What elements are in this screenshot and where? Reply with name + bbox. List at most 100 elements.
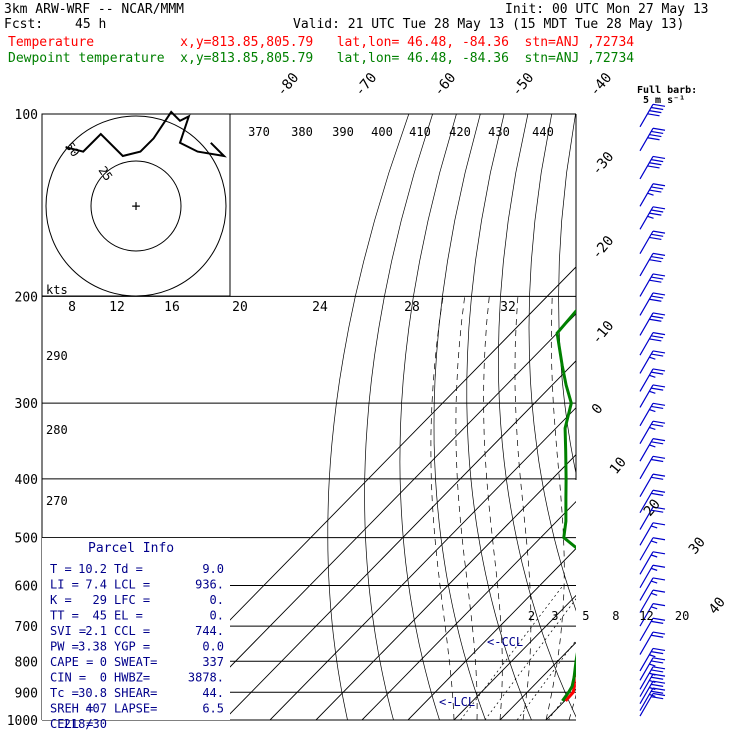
hodograph-ring-50 <box>45 115 227 297</box>
isotherm-line <box>407 547 576 720</box>
pressure-tick-label: 900 <box>15 686 38 701</box>
wind-barb-flag <box>652 522 666 526</box>
parcel-row-label: LCL = <box>114 578 150 592</box>
wind-barb-staff <box>639 456 654 480</box>
wind-barb-flag <box>649 338 662 342</box>
wind-barb-flag <box>652 455 666 459</box>
wind-barb-flag <box>651 458 664 463</box>
isotherm-line <box>499 641 576 720</box>
wind-barb-staff <box>639 657 654 681</box>
wind-barb-flag <box>649 133 662 138</box>
isotherm-label: 30 <box>686 534 709 557</box>
wind-barb <box>639 564 666 589</box>
wind-barb-flag <box>651 634 664 638</box>
wind-barb-flag <box>651 660 664 664</box>
parcel-row-value: 2.1 <box>85 624 107 638</box>
hodograph-ring-25 <box>90 160 182 252</box>
parcel-row-label: CELL = <box>50 717 93 731</box>
parcel-row-value: 45 <box>93 609 107 623</box>
isotherm-label: -50 <box>509 70 538 100</box>
wind-barb-staff <box>639 537 654 561</box>
wind-barb-flag <box>652 438 666 442</box>
wind-barb <box>639 522 666 546</box>
wind-barb-flag <box>651 353 664 357</box>
parcel-row-value: 3.38 <box>78 640 107 654</box>
wind-barb-flag <box>652 692 666 697</box>
speed-axis-label: 8 <box>68 300 76 315</box>
dry-adiabat <box>528 114 576 612</box>
wind-barb <box>639 455 666 480</box>
wind-barb-flag <box>652 489 666 493</box>
parcel-row-value: 10.2 <box>78 562 107 576</box>
temperature-legend: Temperature x,y=813.85,805.79 lat,lon= 4… <box>8 35 635 50</box>
wind-barb-flag <box>647 192 654 196</box>
isotherm-label: 20 <box>641 496 664 519</box>
wind-barb <box>639 206 666 230</box>
wind-barb-flag <box>651 620 664 624</box>
wind-barb-flag <box>652 312 666 316</box>
pressure-tick-label: 300 <box>15 397 38 412</box>
wind-barb-flag <box>652 127 666 131</box>
wind-barb <box>639 230 666 254</box>
isotherm-line <box>592 114 740 720</box>
wind-barb <box>639 420 666 445</box>
speed-axis-label: 32 <box>500 300 516 315</box>
wind-barb-staff <box>639 603 654 627</box>
dry-adiabat <box>694 114 740 720</box>
init-time: Init: 00 UTC Mon 27 May 13 <box>505 2 709 17</box>
dry-adiabat <box>615 114 740 720</box>
pressure-tick-label: 400 <box>15 473 38 488</box>
parcel-row-label: SWEAT= <box>114 655 157 669</box>
wind-barb-flag <box>652 603 666 607</box>
parcel-row-value: 30.8 <box>78 686 107 700</box>
wind-barb-staff <box>639 473 654 497</box>
wind-barb-flag <box>650 540 658 544</box>
wind-barb-flag <box>649 279 662 283</box>
wind-barb-flag <box>649 663 656 667</box>
wind-barb-flag <box>650 580 658 584</box>
wind-barb-flag <box>651 276 664 280</box>
moist-adiabat <box>615 296 713 720</box>
wind-barb-flag <box>649 409 656 413</box>
valid-time: Valid: 21 UTC Tue 28 May 13 (15 MDT Tue … <box>293 17 685 32</box>
wind-barb-flag <box>652 473 666 477</box>
wind-barb <box>639 332 666 356</box>
parcel-row-value: 0. <box>210 593 224 607</box>
mixing-ratio-line <box>460 585 564 720</box>
wind-barb-flag <box>649 162 662 166</box>
wind-barb-flag <box>651 335 664 339</box>
parcel-info-title: Parcel Info <box>88 541 174 556</box>
wind-barb-flag <box>652 103 666 107</box>
wind-barb <box>639 489 666 514</box>
wind-barb <box>639 252 666 277</box>
moist-adiabat <box>430 296 455 720</box>
mixing-ratio-line <box>484 598 576 720</box>
wind-barb-flag <box>652 155 666 160</box>
wind-barb <box>639 473 666 497</box>
parcel-row-label: CIN = <box>50 671 86 685</box>
wind-barb-flag <box>651 676 664 680</box>
theta-label: 380 <box>291 125 313 139</box>
parcel-row-value: 0 <box>100 671 107 685</box>
pressure-tick-label: 500 <box>15 532 38 547</box>
theta-label: 270 <box>46 494 68 508</box>
dewpoint-legend: Dewpoint temperature x,y=813.85,805.79 l… <box>8 51 635 66</box>
mixing-ratio-label: 3 <box>551 609 558 623</box>
wind-barb <box>639 155 666 180</box>
speed-axis-label: 24 <box>312 300 328 315</box>
parcel-row-label: TT = <box>50 609 79 623</box>
wind-barb-flag <box>652 183 666 187</box>
mixing-ratio-label: 20 <box>675 609 689 623</box>
wind-barb <box>639 402 666 427</box>
isotherm-line <box>269 407 576 720</box>
isotherm-line <box>131 266 576 720</box>
moist-adiabat <box>455 296 478 720</box>
wind-barb-flag <box>649 318 662 322</box>
wind-barb-flag <box>652 666 666 670</box>
wind-barb-flag <box>652 673 666 677</box>
isotherm-label: -40 <box>587 70 616 100</box>
wind-barb-staff <box>639 253 654 277</box>
wind-barb-flag <box>652 687 666 691</box>
parcel-row-value: 6.5 <box>202 702 224 716</box>
wind-barb <box>639 312 666 336</box>
